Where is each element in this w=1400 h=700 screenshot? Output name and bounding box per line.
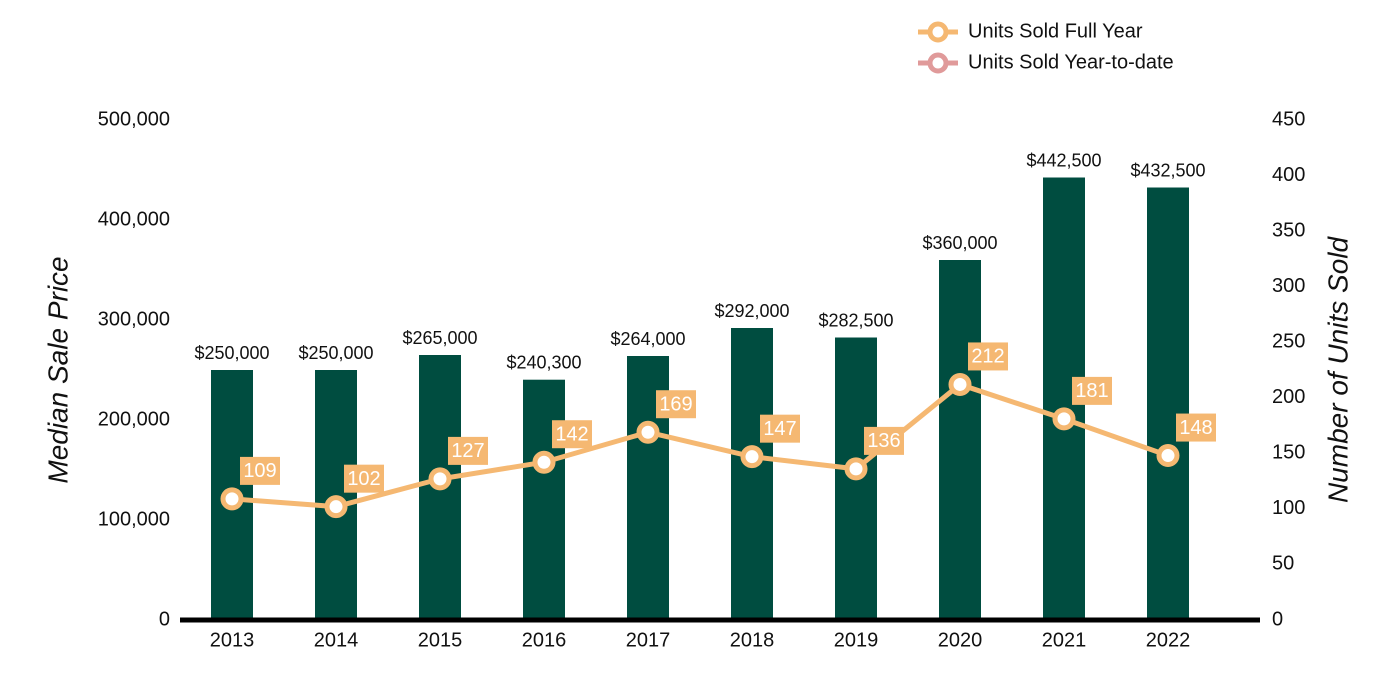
- point-label-box: [552, 420, 592, 449]
- line-point: [948, 372, 972, 396]
- bar-value-label: $264,000: [610, 329, 685, 349]
- point-label: 212: [971, 346, 1004, 368]
- line-point: [428, 467, 452, 491]
- bar-value-label: $265,000: [402, 328, 477, 348]
- y-tick-label: 200,000: [98, 408, 170, 430]
- line-point: [1156, 444, 1180, 468]
- bar-value-label: $292,000: [714, 301, 789, 321]
- line-point: [324, 495, 348, 519]
- y-tick-label: 300,000: [98, 308, 170, 330]
- y-tick-label: 0: [159, 608, 170, 630]
- x-tick-label: 2017: [626, 629, 671, 651]
- x-tick-label: 2015: [418, 629, 463, 651]
- y2-tick-label: 150: [1272, 442, 1305, 464]
- x-tick-label: 2022: [1146, 629, 1191, 651]
- line-point: [220, 487, 244, 511]
- y2-tick-label: 0: [1272, 608, 1283, 630]
- point-label-box: [656, 390, 696, 419]
- bar-value-label: $360,000: [922, 233, 997, 253]
- point-label-box: [968, 342, 1008, 371]
- y2-axis-label: Number of Units Sold: [1322, 236, 1353, 504]
- x-tick-label: 2018: [730, 629, 775, 651]
- bar: [523, 379, 565, 620]
- x-tick-label: 2016: [522, 629, 567, 651]
- point-label-box: [448, 436, 488, 465]
- legend-label: Units Sold Full Year: [968, 20, 1143, 42]
- point-label-box: [344, 464, 384, 493]
- bar-value-label: $282,500: [818, 310, 893, 330]
- x-tick-label: 2019: [834, 629, 879, 651]
- y2-tick-label: 250: [1272, 331, 1305, 353]
- point-label: 102: [347, 468, 380, 490]
- line-point: [740, 445, 764, 469]
- point-label-box: [240, 456, 280, 485]
- y2-tick-label: 50: [1272, 553, 1294, 575]
- bar: [315, 370, 357, 620]
- x-tick-label: 2014: [314, 629, 359, 651]
- line: [231, 381, 1169, 510]
- bar: [1147, 187, 1189, 620]
- legend-marker: [927, 52, 949, 74]
- point-label-box: [864, 426, 904, 455]
- y2-tick-label: 350: [1272, 219, 1305, 241]
- line-point: [532, 450, 556, 474]
- bar: [731, 328, 773, 620]
- x-tick-label: 2020: [938, 629, 983, 651]
- bar-value-label: $250,000: [298, 343, 373, 363]
- bar: [939, 260, 981, 620]
- y-tick-label: 500,000: [98, 108, 170, 130]
- y-tick-label: 100,000: [98, 508, 170, 530]
- bar-value-label: $432,500: [1130, 160, 1205, 180]
- point-label: 142: [555, 424, 588, 446]
- point-label: 147: [763, 418, 796, 440]
- y2-tick-label: 450: [1272, 108, 1305, 130]
- y2-tick-label: 200: [1272, 386, 1305, 408]
- point-label: 181: [1075, 380, 1108, 402]
- x-tick-label: 2013: [210, 629, 255, 651]
- legend-label: Units Sold Year-to-date: [968, 51, 1174, 73]
- bar-value-label: $250,000: [194, 343, 269, 363]
- point-label: 169: [659, 394, 692, 416]
- legend-marker: [927, 21, 949, 43]
- y-tick-label: 400,000: [98, 208, 170, 230]
- line-point: [636, 420, 660, 444]
- point-label: 148: [1179, 417, 1212, 439]
- point-label-box: [1072, 376, 1112, 405]
- point-label-box: [1176, 413, 1216, 442]
- y2-tick-label: 300: [1272, 275, 1305, 297]
- point-label: 136: [867, 430, 900, 452]
- bar-value-label: $240,300: [506, 352, 581, 372]
- point-label: 127: [451, 440, 484, 462]
- point-label-box: [760, 414, 800, 443]
- point-label: 109: [243, 460, 276, 482]
- line-point: [1052, 407, 1076, 431]
- line-point: [844, 457, 868, 481]
- y-axis-label: Median Sale Price: [42, 256, 73, 483]
- bar-value-label: $442,500: [1026, 150, 1101, 170]
- x-tick-label: 2021: [1042, 629, 1087, 651]
- y2-tick-label: 400: [1272, 164, 1305, 186]
- y2-tick-label: 100: [1272, 497, 1305, 519]
